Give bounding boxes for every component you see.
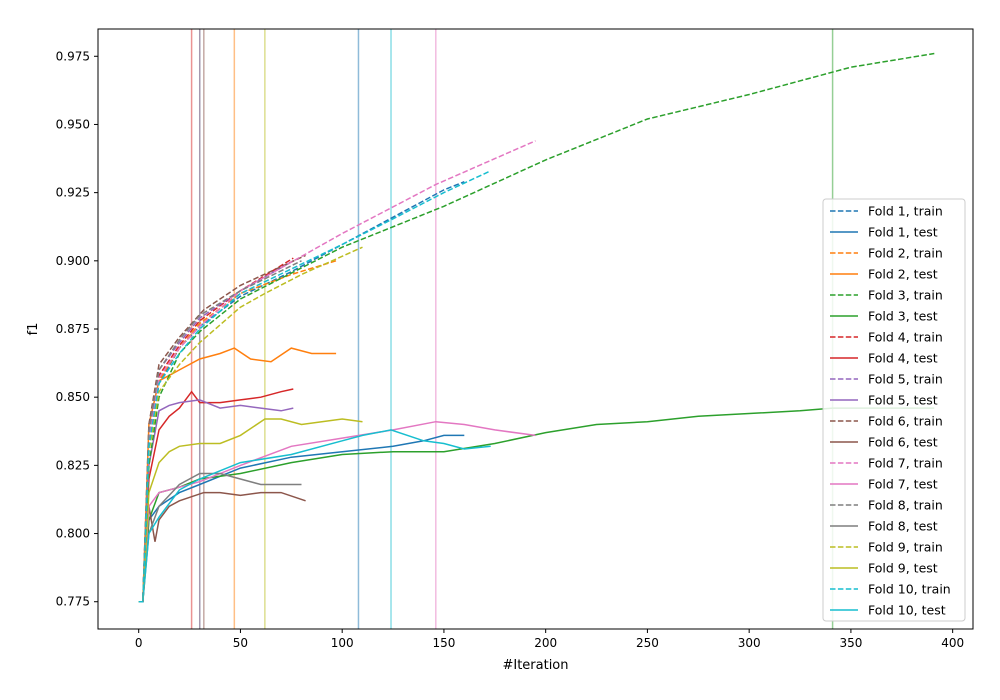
y-tick-label: 0.900	[56, 254, 90, 268]
y-tick-label: 0.975	[56, 49, 90, 63]
series-line-test	[138, 418, 363, 603]
series-line-test	[138, 420, 536, 603]
series-line-test	[138, 429, 491, 603]
y-tick-label: 0.850	[56, 390, 90, 404]
series-line-train	[138, 170, 492, 603]
x-tick-label: 350	[839, 636, 862, 650]
series-line-test	[138, 399, 294, 603]
x-tick-label: 150	[432, 636, 455, 650]
x-tick-label: 100	[331, 636, 354, 650]
series-line-test	[138, 491, 306, 603]
series-line-train	[138, 260, 337, 603]
series-line-train	[138, 52, 935, 603]
series-lines	[138, 52, 935, 603]
legend: Fold 1, train Fold 1, test Fold 2, train Fo…	[822, 198, 966, 622]
legend-label: Fold 1, test	[868, 225, 938, 240]
legend-label: Fold 6, test	[868, 435, 938, 450]
y-axis-label: f1	[26, 323, 41, 336]
legend-label: Fold 10, train	[868, 582, 951, 597]
legend-label: Fold 4, train	[868, 330, 943, 345]
legend-label: Fold 8, test	[868, 519, 938, 534]
x-tick-label: 50	[233, 636, 248, 650]
y-tick-label: 0.800	[56, 527, 90, 541]
legend-label: Fold 2, train	[868, 246, 943, 261]
legend-label: Fold 1, train	[868, 204, 943, 219]
y-tick-label: 0.825	[56, 458, 90, 472]
legend-label: Fold 8, train	[868, 498, 943, 513]
series-line-train	[138, 246, 363, 603]
legend-box	[822, 198, 966, 622]
legend-label: Fold 6, train	[868, 414, 943, 429]
legend-label: Fold 4, test	[868, 351, 938, 366]
legend-label: Fold 5, train	[868, 372, 943, 387]
series-line-train	[138, 140, 536, 603]
x-tick-label: 0	[135, 636, 143, 650]
legend-label: Fold 3, train	[868, 288, 943, 303]
y-tick-label: 0.925	[56, 186, 90, 200]
best-iteration-lines	[190, 29, 834, 629]
y-tick-label: 0.775	[56, 595, 90, 609]
legend-label: Fold 9, train	[868, 540, 943, 555]
legend-label: Fold 9, test	[868, 561, 938, 576]
legend-label: Fold 5, test	[868, 393, 938, 408]
series-line-train	[138, 181, 465, 603]
legend-label: Fold 7, train	[868, 456, 943, 471]
legend-label: Fold 10, test	[868, 603, 946, 618]
x-tick-label: 200	[534, 636, 557, 650]
y-tick-label: 0.950	[56, 117, 90, 131]
x-tick-label: 400	[941, 636, 964, 650]
series-line-test	[138, 388, 294, 603]
y-axis-ticks: 0.775 0.800 0.825 0.850 0.875 0.900 0.925 0.950…	[56, 49, 98, 609]
x-axis-ticks: 0 50 100 150 200 250 300 350 400	[135, 629, 964, 650]
series-line-train	[138, 257, 294, 603]
legend-label: Fold 2, test	[868, 267, 938, 282]
series-line-test	[138, 347, 337, 603]
x-axis-label: #Iteration	[502, 658, 568, 673]
x-tick-label: 250	[636, 636, 659, 650]
legend-label: Fold 3, test	[868, 309, 938, 324]
x-tick-label: 300	[738, 636, 761, 650]
legend-label: Fold 7, test	[868, 477, 938, 492]
y-tick-label: 0.875	[56, 322, 90, 336]
series-line-test	[138, 407, 935, 603]
